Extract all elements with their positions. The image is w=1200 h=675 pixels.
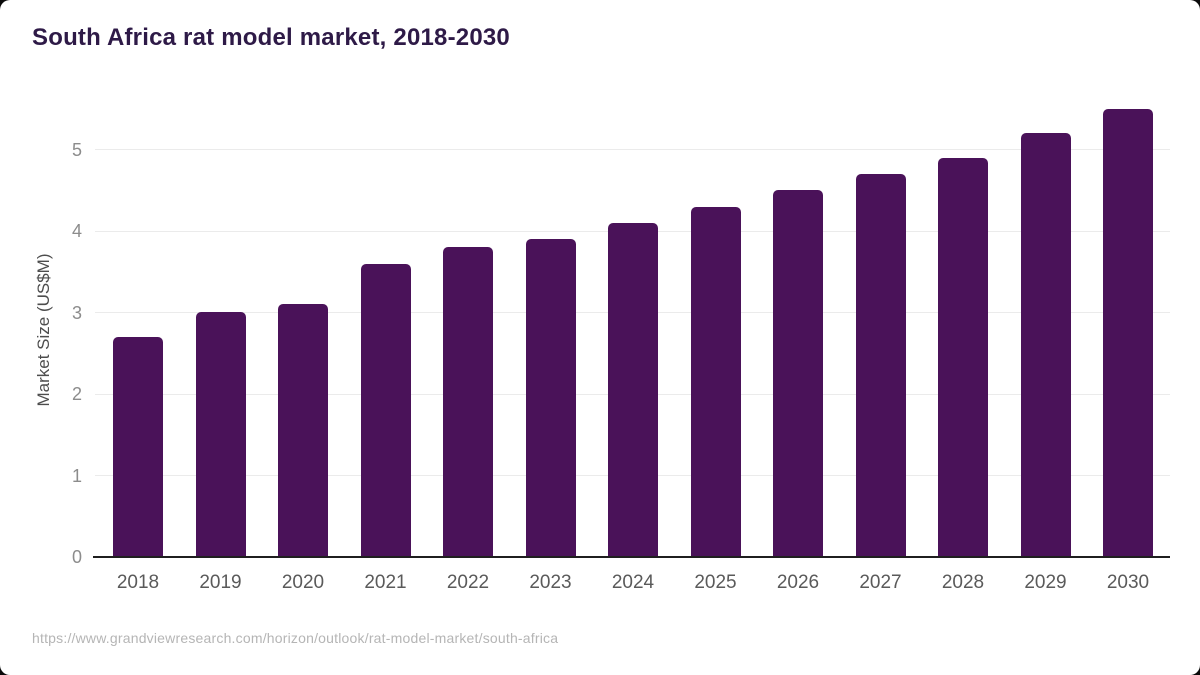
x-tick-label-2025: 2025 [694,572,737,593]
bar-2030[interactable] [1103,109,1153,557]
chart-title: South Africa rat model market, 2018-2030 [32,24,510,51]
x-tick-label-2018: 2018 [116,572,160,593]
x-tick-label-2020: 2020 [281,572,325,593]
y-tick-label-4: 4 [71,221,82,241]
x-tick-label-2022: 2022 [446,572,490,593]
y-tick-label-3: 3 [71,302,82,323]
x-tick-label-2028: 2028 [941,572,985,593]
y-tick-label-1: 1 [71,465,82,486]
x-tick-label-2026: 2026 [776,572,820,593]
y-tick-label-5: 5 [71,139,82,160]
bar-2026[interactable] [773,190,823,557]
x-tick-label-2027: 2027 [859,572,902,593]
x-axis-line [93,556,1170,558]
bar-2022[interactable] [443,247,493,557]
x-tick-label-2024: 2024 [611,572,655,593]
bar-2025[interactable] [690,207,741,557]
x-tick-label-2023: 2023 [529,572,572,593]
bar-2029[interactable] [1020,133,1071,557]
gridline-y5 [95,149,1170,150]
source-url: https://www.grandviewresearch.com/horizo… [32,630,559,646]
bar-2020[interactable] [278,304,328,557]
bar-2024[interactable] [608,223,658,557]
y-tick-label-0: 0 [71,547,82,567]
bar-2028[interactable] [938,158,988,557]
x-tick-label-2021: 2021 [364,572,407,593]
bar-2027[interactable] [855,174,906,557]
x-tick-label-2029: 2029 [1024,572,1067,593]
x-tick-label-2030: 2030 [1106,572,1150,593]
x-tick-label-2019: 2019 [199,572,242,593]
bar-2023[interactable] [525,239,576,557]
y-tick-label-2: 2 [71,384,82,404]
bar-2019[interactable] [195,312,246,557]
bar-2018[interactable] [113,337,163,557]
bar-2021[interactable] [360,264,411,557]
